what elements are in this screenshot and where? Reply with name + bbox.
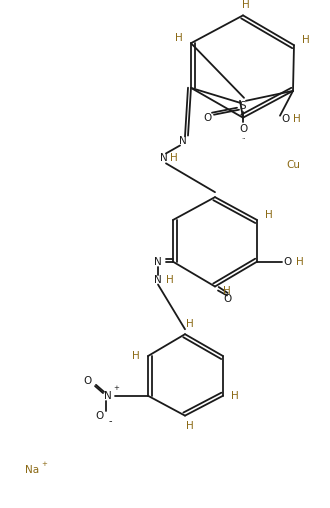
Text: H: H [242, 1, 250, 11]
Text: Na: Na [25, 465, 39, 475]
Text: H: H [186, 319, 194, 329]
Text: N: N [154, 274, 162, 284]
Text: ..: .. [241, 134, 245, 140]
Text: Cu: Cu [286, 161, 300, 170]
Text: O: O [204, 113, 212, 122]
Text: N: N [160, 153, 168, 164]
Text: +: + [41, 461, 47, 467]
Text: +: + [113, 385, 119, 391]
Text: H: H [231, 391, 239, 401]
Text: S: S [240, 101, 246, 111]
Text: N: N [179, 136, 187, 145]
Text: O: O [283, 257, 291, 267]
Text: H: H [132, 351, 140, 361]
Text: -: - [108, 416, 112, 426]
Text: H: H [265, 210, 273, 220]
Text: N: N [104, 391, 112, 401]
Text: O: O [84, 376, 92, 386]
Text: H: H [223, 287, 231, 297]
Text: H: H [293, 114, 301, 123]
Text: H: H [166, 274, 174, 284]
Text: N: N [154, 257, 162, 267]
Text: O: O [224, 295, 232, 304]
Text: H: H [302, 35, 310, 45]
Text: H: H [296, 257, 304, 267]
Text: H: H [175, 33, 183, 43]
Text: O: O [239, 123, 247, 134]
Text: H: H [186, 421, 194, 431]
Text: O: O [281, 114, 289, 123]
Text: H: H [170, 153, 178, 164]
Text: O: O [96, 410, 104, 421]
